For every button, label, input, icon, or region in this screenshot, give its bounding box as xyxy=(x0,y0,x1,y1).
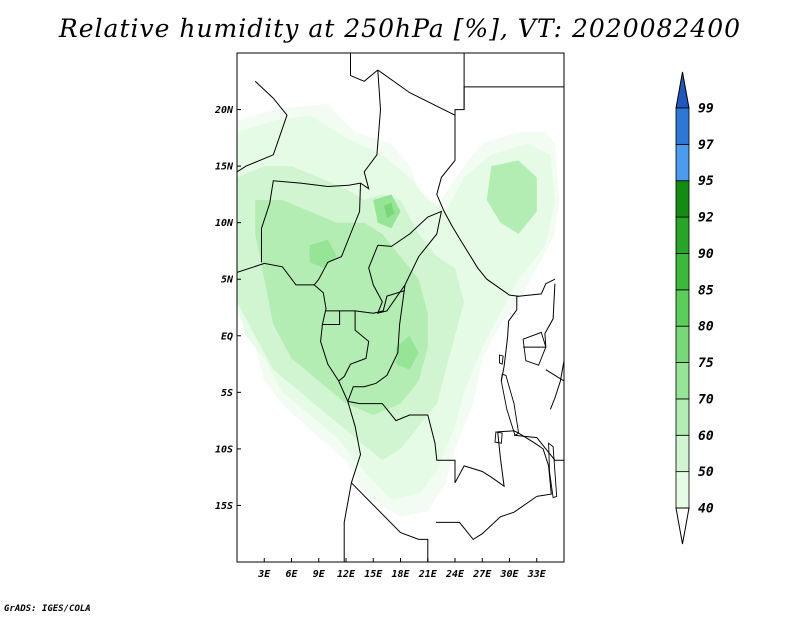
colorbar-label: 75 xyxy=(698,356,714,371)
chart-title: Relative humidity at 250hPa [%], VT: 202… xyxy=(58,14,742,43)
country-border xyxy=(436,115,556,297)
country-border xyxy=(368,210,443,314)
longitude-axis: 3E 6E 9E 12E 15E 18E 21E 24E 27E 30E 33E xyxy=(257,558,547,580)
country-border xyxy=(454,430,552,497)
colorbar-label: 95 xyxy=(698,174,714,189)
country-border xyxy=(313,183,361,286)
colorbar-segment xyxy=(675,471,690,509)
lake-outline xyxy=(499,354,504,365)
colorbar-label: 60 xyxy=(698,429,714,444)
country-border xyxy=(351,482,429,562)
lat-tick-label: 15S xyxy=(215,501,233,512)
country-border xyxy=(338,310,370,382)
country-border xyxy=(500,295,519,382)
country-border xyxy=(261,69,382,263)
lon-tick-label: 15E xyxy=(364,569,383,580)
colorbar-label: 70 xyxy=(698,392,714,407)
lon-tick-label: 18E xyxy=(391,569,410,580)
lat-tick-label: 10N xyxy=(215,218,234,229)
colorbar-top-triangle xyxy=(675,71,690,109)
colorbar-label: 85 xyxy=(698,283,714,298)
lon-tick-label: 33E xyxy=(527,569,547,580)
coastline xyxy=(237,262,362,562)
colorbar-segment xyxy=(675,107,690,145)
country-border xyxy=(347,284,406,402)
country-border xyxy=(513,434,564,461)
humidity-fill-layer xyxy=(237,103,560,517)
lakes-layer xyxy=(494,331,558,499)
lat-tick-label: 5S xyxy=(221,388,233,399)
lake-outline xyxy=(500,373,520,436)
colorbar-segment xyxy=(675,143,690,182)
colorbar-segment xyxy=(675,216,690,254)
lon-tick-label: 12E xyxy=(337,569,356,580)
lat-tick-label: 15N xyxy=(215,162,234,173)
colorbar-segment xyxy=(675,362,690,400)
footer-credit: GrADS: IGES/COLA xyxy=(4,604,91,614)
latitude-axis: 20N 15N 10N 5N EQ 5S 10S 15S xyxy=(214,105,241,512)
lon-tick-label: 30E xyxy=(499,569,519,580)
lon-tick-label: 3E xyxy=(257,569,271,580)
colorbar-segment xyxy=(675,253,690,291)
lon-tick-label: 21E xyxy=(418,569,438,580)
country-border xyxy=(347,400,456,483)
humidity-region-70 xyxy=(255,200,428,415)
colorbar-label: 50 xyxy=(698,465,714,480)
lake-outline xyxy=(494,431,503,444)
lake-outline xyxy=(522,331,547,366)
colorbar-segment xyxy=(675,180,690,218)
borders-layer xyxy=(237,53,564,562)
humidity-region-70 xyxy=(486,160,537,234)
lon-tick-label: 9E xyxy=(313,569,326,580)
humidity-region-80 xyxy=(384,202,395,219)
country-border xyxy=(377,69,564,117)
country-border xyxy=(523,283,556,348)
colorbar-segment xyxy=(675,434,690,473)
lat-tick-label: EQ xyxy=(221,331,233,342)
east-coastline xyxy=(549,360,564,410)
colorbar-label: 90 xyxy=(698,247,714,262)
lon-tick-label: 27E xyxy=(472,569,492,580)
country-border xyxy=(322,310,341,325)
country-border xyxy=(350,53,379,82)
country-border xyxy=(545,369,564,382)
colorbar-segment xyxy=(675,398,690,436)
colorbar-segment xyxy=(675,289,690,327)
country-border xyxy=(237,80,288,173)
lat-tick-label: 20N xyxy=(214,105,234,116)
colorbar: 40 50 60 70 75 80 85 90 92 95 97 99 xyxy=(675,71,714,545)
colorbar-label: 92 xyxy=(698,211,714,226)
lon-tick-label: 6E xyxy=(285,569,298,580)
colorbar-bottom-triangle xyxy=(675,507,690,545)
colorbar-label: 40 xyxy=(698,502,714,517)
lon-tick-label: 24E xyxy=(445,569,465,580)
colorbar-label: 80 xyxy=(698,320,714,335)
lake-outline xyxy=(548,442,558,499)
colorbar-label: 99 xyxy=(698,102,714,117)
humidity-region-75 xyxy=(396,335,419,370)
lat-tick-label: 5N xyxy=(221,275,234,286)
colorbar-label: 97 xyxy=(698,138,714,153)
lat-tick-label: 10S xyxy=(215,444,233,455)
country-border xyxy=(435,495,538,541)
colorbar-segment xyxy=(675,325,690,363)
